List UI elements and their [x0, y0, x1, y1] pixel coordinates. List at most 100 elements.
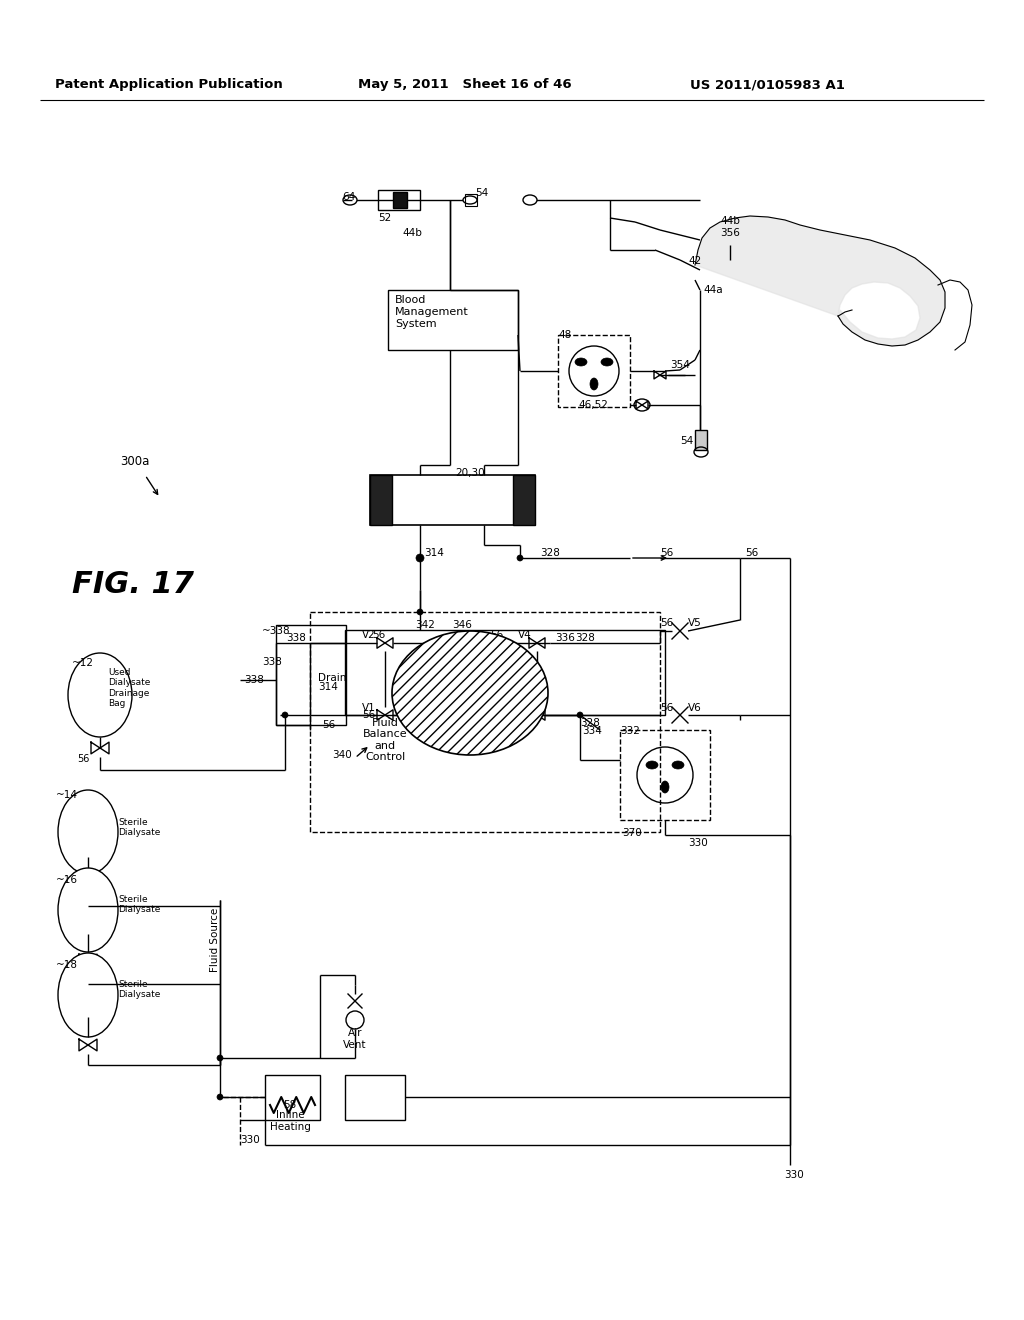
- Ellipse shape: [577, 711, 583, 718]
- Text: 56: 56: [372, 630, 385, 640]
- Bar: [276, 624, 346, 725]
- Text: 314: 314: [318, 682, 338, 692]
- Text: 354: 354: [670, 360, 690, 370]
- Text: 56: 56: [660, 548, 673, 558]
- Bar: [345, 630, 665, 715]
- Text: 330: 330: [688, 838, 708, 847]
- Ellipse shape: [601, 358, 613, 366]
- Text: 20,30: 20,30: [455, 469, 484, 478]
- Text: Sterile
Dialysate: Sterile Dialysate: [118, 895, 161, 915]
- Text: V6: V6: [688, 704, 701, 713]
- Text: 332: 332: [620, 726, 640, 737]
- Text: May 5, 2011   Sheet 16 of 46: May 5, 2011 Sheet 16 of 46: [358, 78, 571, 91]
- Text: ~14: ~14: [56, 789, 78, 800]
- Bar: [345, 1074, 406, 1119]
- Text: 342: 342: [415, 620, 435, 630]
- Text: 328: 328: [540, 548, 560, 558]
- Text: Blood: Blood: [395, 294, 426, 305]
- Ellipse shape: [68, 653, 132, 737]
- Text: Air
Vent: Air Vent: [343, 1028, 367, 1049]
- Text: ~338: ~338: [262, 626, 291, 636]
- Text: 52: 52: [378, 213, 391, 223]
- Text: 44a: 44a: [703, 285, 723, 294]
- Text: 54: 54: [680, 436, 693, 446]
- Ellipse shape: [217, 1094, 223, 1100]
- Ellipse shape: [282, 711, 288, 718]
- Text: 340: 340: [332, 750, 352, 760]
- Text: Sterile
Dialysate: Sterile Dialysate: [118, 979, 161, 999]
- Ellipse shape: [672, 762, 684, 770]
- Text: ~18: ~18: [56, 960, 78, 970]
- Text: 338: 338: [262, 657, 282, 667]
- Ellipse shape: [392, 631, 548, 755]
- Bar: [310, 612, 660, 832]
- Ellipse shape: [58, 789, 118, 874]
- Text: 356: 356: [720, 228, 740, 238]
- Text: 56: 56: [660, 704, 673, 713]
- Text: 56: 56: [362, 710, 375, 719]
- Ellipse shape: [662, 781, 669, 793]
- Text: 56: 56: [78, 754, 90, 764]
- Polygon shape: [695, 216, 945, 346]
- Text: Fluid
Balance
and
Control: Fluid Balance and Control: [362, 718, 408, 763]
- Text: 300a: 300a: [120, 455, 150, 469]
- Bar: [620, 730, 710, 820]
- Text: 64: 64: [342, 191, 355, 202]
- Text: 328: 328: [575, 634, 595, 643]
- Text: 328: 328: [580, 718, 600, 729]
- Text: 56: 56: [322, 719, 335, 730]
- Text: V3: V3: [518, 704, 531, 713]
- Text: 46,52: 46,52: [578, 400, 608, 411]
- Bar: [378, 190, 420, 210]
- Text: V5: V5: [688, 618, 701, 628]
- Text: System: System: [395, 319, 436, 329]
- Text: Management: Management: [395, 308, 469, 317]
- Text: 56: 56: [490, 630, 503, 640]
- Ellipse shape: [217, 1055, 223, 1061]
- Text: Sterile
Dialysate: Sterile Dialysate: [118, 818, 161, 837]
- Bar: [370, 475, 392, 525]
- Text: V1: V1: [362, 704, 376, 713]
- Text: 330: 330: [784, 1170, 804, 1180]
- Text: US 2011/0105983 A1: US 2011/0105983 A1: [690, 78, 845, 91]
- Text: FIG. 17: FIG. 17: [72, 570, 194, 599]
- Text: 44b: 44b: [402, 228, 422, 238]
- Text: 338: 338: [286, 634, 306, 643]
- Text: 42: 42: [688, 256, 701, 267]
- Ellipse shape: [575, 358, 587, 366]
- Bar: [265, 1074, 319, 1119]
- Ellipse shape: [590, 378, 598, 389]
- Text: 314: 314: [424, 548, 443, 558]
- Text: Used
Dialysate
Drainage
Bag: Used Dialysate Drainage Bag: [108, 668, 151, 709]
- Text: Fluid Source: Fluid Source: [210, 908, 220, 972]
- Text: 370: 370: [622, 828, 642, 838]
- Text: 338: 338: [244, 675, 264, 685]
- Ellipse shape: [646, 762, 658, 770]
- Bar: [465, 194, 477, 206]
- Text: 330: 330: [240, 1135, 260, 1144]
- Text: 334: 334: [582, 726, 602, 737]
- Ellipse shape: [417, 609, 423, 615]
- Text: Drain: Drain: [318, 673, 346, 682]
- Text: 54: 54: [475, 187, 488, 198]
- Text: 346: 346: [452, 620, 472, 630]
- Ellipse shape: [416, 554, 424, 562]
- Text: 56: 56: [660, 618, 673, 628]
- Bar: [558, 335, 630, 407]
- Text: 56: 56: [490, 710, 503, 719]
- Bar: [695, 430, 707, 450]
- Text: V4: V4: [518, 630, 531, 640]
- Text: 58: 58: [284, 1100, 297, 1110]
- Ellipse shape: [58, 953, 118, 1038]
- Text: ~12: ~12: [72, 657, 94, 668]
- Text: 336: 336: [555, 634, 574, 643]
- Ellipse shape: [343, 195, 357, 205]
- Ellipse shape: [517, 554, 523, 561]
- Bar: [513, 475, 535, 525]
- Text: 48: 48: [558, 330, 571, 341]
- Text: ~16: ~16: [56, 875, 78, 884]
- Bar: [388, 290, 518, 350]
- Text: Patent Application Publication: Patent Application Publication: [55, 78, 283, 91]
- Ellipse shape: [463, 195, 477, 205]
- Text: V2: V2: [362, 630, 376, 640]
